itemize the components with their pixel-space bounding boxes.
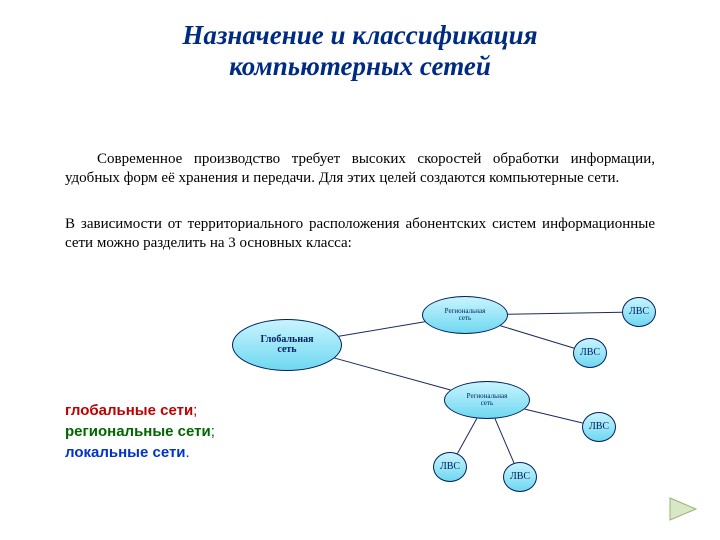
triangle-right-icon [668,496,698,522]
node-label: ЛВС [589,422,609,433]
body-paragraph-1: Современное производство требует высоких… [65,150,655,188]
class-suffix: ; [211,423,215,440]
node-label: ЛВС [510,472,530,483]
edge [525,409,583,423]
node-lvs1: ЛВС [622,297,656,327]
title-line-1: Назначение и классификация [182,20,537,50]
page-title: Назначение и классификация компьютерных … [0,20,720,82]
edge [339,322,425,336]
node-lvs2: ЛВС [573,338,607,368]
edge [335,358,451,390]
node-label: Региональнаясеть [445,308,486,323]
class-label: глобальные сети [65,402,193,419]
paragraph-2-text: В зависимости от территориального распол… [65,216,655,251]
edge [457,418,476,453]
node-label: Глобальнаясеть [260,335,313,356]
edge [495,419,514,463]
class-suffix: ; [193,402,197,419]
node-reg2: Региональнаясеть [444,381,530,419]
class-suffix: . [186,444,190,461]
node-label: Региональнаясеть [467,393,508,408]
slide: Назначение и классификация компьютерных … [0,0,720,540]
node-lvs3: ЛВС [582,412,616,442]
title-line-2: компьютерных сетей [229,51,491,81]
node-label: ЛВС [440,462,460,473]
node-global: Глобальнаясеть [232,319,342,371]
body-paragraph-2: В зависимости от территориального распол… [65,215,655,253]
node-label: ЛВС [629,307,649,318]
class-item: глобальные сети; [65,400,215,421]
node-lvs4: ЛВС [503,462,537,492]
node-reg1: Региональнаясеть [422,296,508,334]
network-classes-list: глобальные сети;региональные сети;локаль… [65,400,215,463]
node-lvs5: ЛВС [433,452,467,482]
class-item: локальные сети. [65,442,215,463]
edge [500,326,574,348]
next-slide-button[interactable] [668,496,698,522]
edge [508,312,622,314]
class-label: региональные сети [65,423,211,440]
class-item: региональные сети; [65,421,215,442]
node-label: ЛВС [580,348,600,359]
paragraph-1-text: Современное производство требует высоких… [65,151,655,186]
class-label: локальные сети [65,444,186,461]
